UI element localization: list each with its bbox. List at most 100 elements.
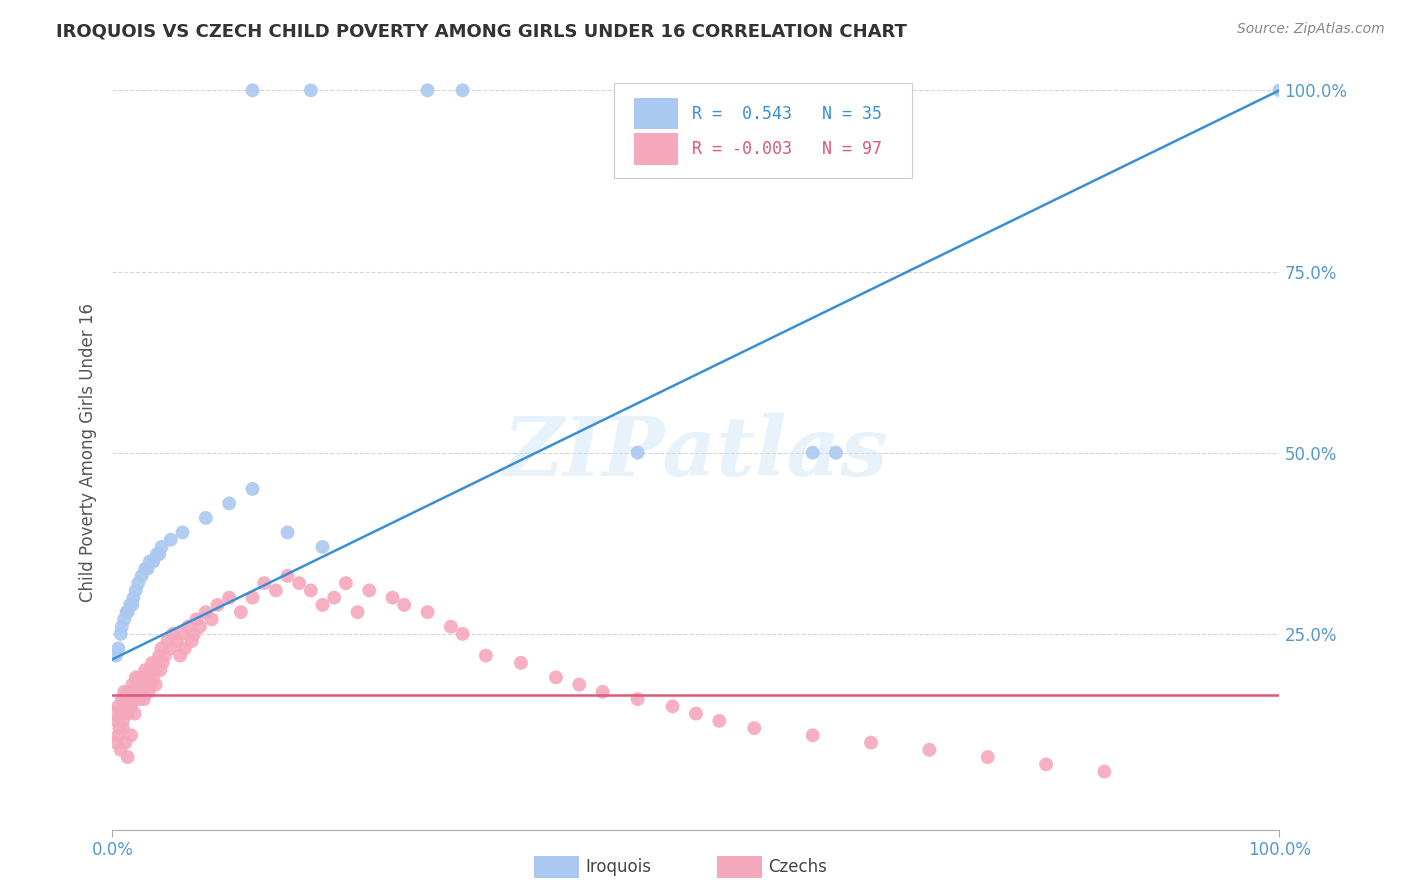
- Point: [152, 656, 174, 670]
- Point: [207, 598, 229, 612]
- Point: [148, 547, 170, 561]
- Point: [162, 627, 184, 641]
- Point: [118, 685, 141, 699]
- Point: [242, 83, 264, 97]
- Point: [122, 591, 145, 605]
- Point: [451, 83, 474, 97]
- Point: [135, 678, 157, 692]
- Text: Czechs: Czechs: [768, 858, 827, 876]
- Point: [359, 583, 381, 598]
- Point: [299, 83, 322, 97]
- Point: [131, 685, 153, 699]
- Point: [177, 619, 200, 633]
- Point: [107, 641, 129, 656]
- Point: [242, 591, 264, 605]
- Point: [440, 619, 463, 633]
- Point: [117, 750, 139, 764]
- Point: [172, 525, 194, 540]
- FancyBboxPatch shape: [614, 83, 912, 178]
- Point: [276, 569, 298, 583]
- Point: [132, 692, 155, 706]
- Point: [276, 525, 298, 540]
- Point: [801, 445, 824, 460]
- Point: [229, 605, 252, 619]
- Text: R =  0.543   N = 35: R = 0.543 N = 35: [693, 104, 883, 122]
- Point: [709, 714, 731, 728]
- Point: [1094, 764, 1116, 779]
- Point: [136, 562, 159, 576]
- Point: [117, 605, 139, 619]
- Text: ZIPatlas: ZIPatlas: [503, 413, 889, 492]
- Point: [825, 445, 848, 460]
- Point: [115, 605, 138, 619]
- Point: [218, 496, 240, 510]
- Point: [976, 750, 998, 764]
- Point: [173, 641, 195, 656]
- Point: [661, 699, 683, 714]
- Point: [323, 591, 346, 605]
- Point: [139, 554, 162, 568]
- Point: [115, 692, 138, 706]
- Point: [125, 583, 148, 598]
- Point: [451, 627, 474, 641]
- Point: [114, 735, 136, 749]
- Point: [288, 576, 311, 591]
- Point: [107, 728, 129, 742]
- Point: [744, 721, 766, 735]
- Point: [153, 648, 176, 663]
- FancyBboxPatch shape: [634, 98, 679, 129]
- Point: [121, 598, 143, 612]
- Point: [127, 576, 149, 591]
- Point: [114, 699, 136, 714]
- Point: [156, 634, 179, 648]
- Point: [299, 583, 322, 598]
- Point: [141, 656, 163, 670]
- Point: [127, 678, 149, 692]
- Point: [475, 648, 498, 663]
- Point: [118, 598, 141, 612]
- Text: IROQUOIS VS CZECH CHILD POVERTY AMONG GIRLS UNDER 16 CORRELATION CHART: IROQUOIS VS CZECH CHILD POVERTY AMONG GI…: [56, 22, 907, 40]
- Point: [627, 445, 650, 460]
- Point: [112, 685, 135, 699]
- Point: [111, 692, 134, 706]
- Point: [860, 735, 883, 749]
- Point: [218, 591, 240, 605]
- Point: [139, 663, 162, 677]
- Point: [132, 678, 155, 692]
- Point: [125, 670, 148, 684]
- Point: [111, 714, 134, 728]
- Point: [145, 678, 167, 692]
- Point: [568, 678, 591, 692]
- Point: [143, 663, 166, 677]
- Point: [416, 605, 439, 619]
- Point: [544, 670, 567, 684]
- Point: [264, 583, 287, 598]
- Point: [194, 511, 217, 525]
- Point: [166, 634, 188, 648]
- Point: [149, 663, 172, 677]
- Point: [129, 670, 152, 684]
- Point: [150, 641, 173, 656]
- Point: [685, 706, 707, 721]
- Point: [118, 692, 141, 706]
- Point: [335, 576, 357, 591]
- Point: [125, 685, 148, 699]
- Point: [110, 743, 132, 757]
- Point: [120, 728, 142, 742]
- Point: [142, 670, 165, 684]
- Point: [107, 699, 129, 714]
- Point: [148, 648, 170, 663]
- Point: [105, 714, 128, 728]
- Point: [253, 576, 276, 591]
- Point: [124, 706, 146, 721]
- Y-axis label: Child Poverty Among Girls Under 16: Child Poverty Among Girls Under 16: [79, 303, 97, 602]
- Point: [131, 569, 153, 583]
- Point: [311, 598, 333, 612]
- Point: [104, 706, 127, 721]
- Point: [160, 533, 183, 547]
- Point: [311, 540, 333, 554]
- Point: [381, 591, 404, 605]
- Point: [188, 619, 211, 633]
- FancyBboxPatch shape: [634, 133, 679, 165]
- Point: [121, 678, 143, 692]
